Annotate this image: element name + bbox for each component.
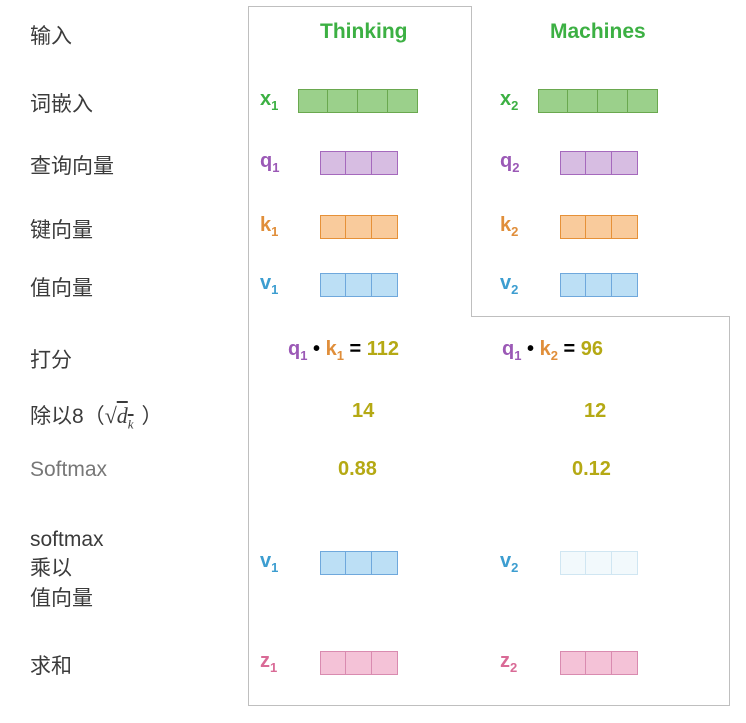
embed-cell — [568, 89, 598, 113]
key-cell — [372, 215, 398, 239]
value-cells-col1 — [320, 273, 398, 297]
query-cell — [586, 151, 612, 175]
embed-cells-col1 — [298, 89, 418, 113]
label-divide-post: ） — [142, 405, 163, 428]
query-cells-col2 — [560, 151, 638, 175]
embed-label-col2: x2 — [500, 88, 518, 113]
value-cells-col2 — [560, 273, 638, 297]
mulv-label-col1: v1 — [260, 550, 278, 575]
sum-label-col1: z1 — [260, 650, 277, 675]
embed-cell — [598, 89, 628, 113]
softmax-col2: 0.12 — [572, 458, 611, 481]
sum-label-col2: z2 — [500, 650, 517, 675]
label-query: 查询向量 — [30, 150, 230, 180]
softmax-col1: 0.88 — [338, 458, 377, 481]
embed-cell — [328, 89, 358, 113]
key-cells-col2 — [560, 215, 638, 239]
embed-cells-col2 — [538, 89, 658, 113]
mulv-cells-col2 — [560, 551, 638, 575]
value-label-col2: v2 — [500, 272, 518, 297]
key-cell — [586, 215, 612, 239]
label-embed: 词嵌入 — [30, 88, 230, 118]
label-softmax: Softmax — [30, 458, 230, 482]
mulv-cell — [586, 551, 612, 575]
label-divide-pre: 除以8（ — [30, 405, 105, 428]
col-header-1: Thinking — [320, 20, 408, 44]
key-label-col2: k2 — [500, 214, 518, 239]
sum-cell — [346, 651, 372, 675]
sum-cell — [320, 651, 346, 675]
score-eq-col1: q1 • k1 = 112 — [288, 338, 399, 363]
key-cell — [346, 215, 372, 239]
key-cell — [612, 215, 638, 239]
mulv-cell — [346, 551, 372, 575]
mulv-cells-col1 — [320, 551, 398, 575]
label-divide: 除以8（√dk ） — [30, 400, 230, 432]
col-header-2: Machines — [550, 20, 646, 44]
key-cells-col1 — [320, 215, 398, 239]
embed-cell — [298, 89, 328, 113]
score-eq-col2: q1 • k2 = 96 — [502, 338, 603, 363]
query-cell — [560, 151, 586, 175]
embed-cell — [628, 89, 658, 113]
label-sum: 求和 — [30, 650, 230, 680]
value-cell — [586, 273, 612, 297]
label-mulv-line1: softmax — [30, 525, 230, 554]
value-label-col1: v1 — [260, 272, 278, 297]
label-mulv: softmax 乘以 值向量 — [30, 525, 230, 613]
sum-cell — [560, 651, 586, 675]
sum-cells-col1 — [320, 651, 398, 675]
value-cell — [560, 273, 586, 297]
sum-cell — [586, 651, 612, 675]
label-score: 打分 — [30, 344, 230, 374]
embed-label-col1: x1 — [260, 88, 278, 113]
key-label-col1: k1 — [260, 214, 278, 239]
label-key: 键向量 — [30, 214, 230, 244]
query-label-col1: q1 — [260, 150, 279, 175]
embed-cell — [358, 89, 388, 113]
query-cell — [320, 151, 346, 175]
embed-cell — [538, 89, 568, 113]
divide-col1: 14 — [352, 400, 374, 423]
sum-cells-col2 — [560, 651, 638, 675]
key-cell — [560, 215, 586, 239]
query-cell — [346, 151, 372, 175]
sum-cell — [372, 651, 398, 675]
sum-cell — [612, 651, 638, 675]
label-value: 值向量 — [30, 272, 230, 302]
value-cell — [372, 273, 398, 297]
value-cell — [346, 273, 372, 297]
outline-box-2 — [472, 316, 730, 706]
value-cell — [320, 273, 346, 297]
embed-cell — [388, 89, 418, 113]
query-label-col2: q2 — [500, 150, 519, 175]
query-cell — [612, 151, 638, 175]
mulv-cell — [612, 551, 638, 575]
label-mulv-line2: 乘以 — [30, 554, 230, 583]
label-mulv-line3: 值向量 — [30, 584, 230, 613]
mulv-cell — [320, 551, 346, 575]
query-cell — [372, 151, 398, 175]
query-cells-col1 — [320, 151, 398, 175]
divide-col2: 12 — [584, 400, 606, 423]
mulv-label-col2: v2 — [500, 550, 518, 575]
outline-mask — [471, 317, 474, 705]
mulv-cell — [372, 551, 398, 575]
value-cell — [612, 273, 638, 297]
sqrt-expr: √dk — [105, 403, 134, 428]
key-cell — [320, 215, 346, 239]
mulv-cell — [560, 551, 586, 575]
label-input: 输入 — [30, 20, 230, 50]
